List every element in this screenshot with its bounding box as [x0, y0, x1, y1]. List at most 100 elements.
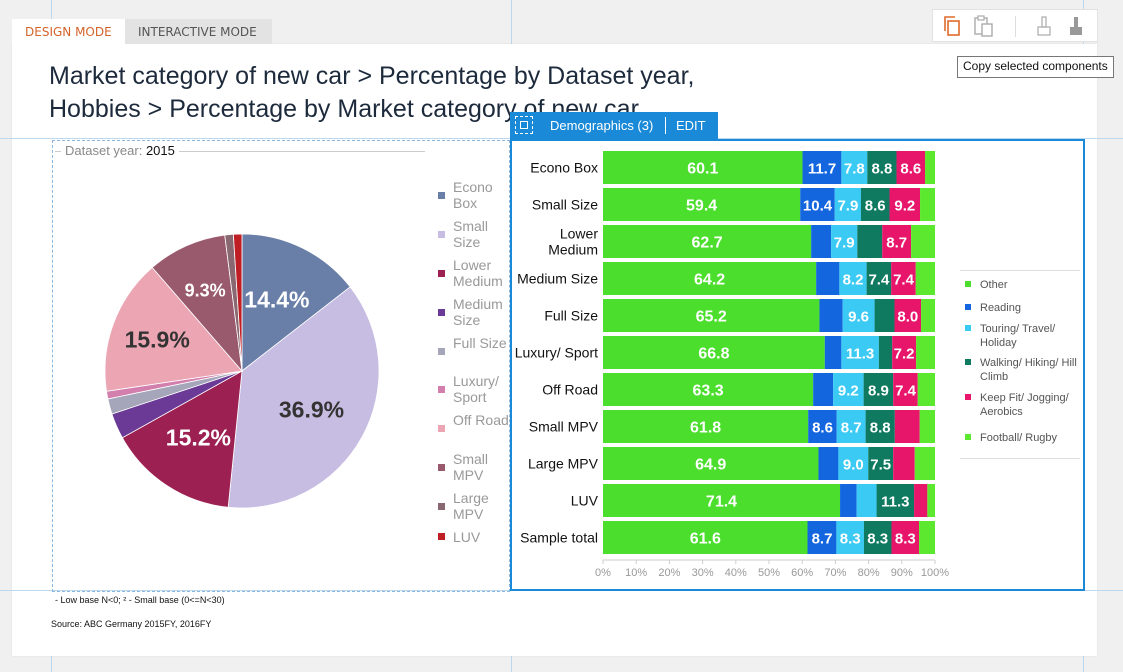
- legend-label: Walking/ Hiking/ Hill Climb: [980, 357, 1077, 383]
- bar-category-label: Econo Box: [530, 160, 598, 176]
- filter-divider: [55, 151, 425, 152]
- legend-label: Other: [980, 279, 1008, 291]
- x-tick-label: 100%: [921, 567, 949, 579]
- pie-slice-small-size: [227, 286, 380, 509]
- bar-data-label: 8.0: [897, 309, 918, 326]
- bar-category-label: Off Road: [542, 382, 598, 398]
- legend-label: Lower Medium: [453, 257, 503, 289]
- select-icon[interactable]: [515, 116, 533, 134]
- bar-segment-touring-travel-holiday: [836, 521, 864, 554]
- bar-legend: Other Reading Touring/ Travel/ Holiday Walk…: [960, 270, 1080, 459]
- bar-data-label: 7.5: [870, 457, 891, 474]
- bar-segment-walking-hiking-hill-climb: [874, 299, 895, 332]
- bar-segment-football-rugby: [919, 410, 935, 443]
- format-painter-icon[interactable]: [1032, 14, 1056, 38]
- bar-segment-touring-travel-holiday: [841, 336, 879, 369]
- legend-label: Small Size: [453, 218, 489, 250]
- bar-category-label: Small MPV: [529, 419, 599, 435]
- bar-segment-other: [603, 373, 814, 406]
- bar-data-label: 9.0: [843, 457, 864, 474]
- bar-segment-touring-travel-holiday: [831, 225, 858, 258]
- bar-data-label: 61.8: [690, 420, 721, 437]
- footnote: - Low base N<0; ² - Small base (0<=N<30): [55, 595, 225, 605]
- bar-data-label: 8.3: [840, 531, 861, 548]
- legend-label: Large MPV: [453, 490, 489, 522]
- bar-segment-touring-travel-holiday: [856, 484, 877, 517]
- page-title: Market category of new car > Percentage …: [49, 60, 769, 126]
- bar-segment-touring-travel-holiday: [839, 262, 867, 295]
- bar-segment-other: [603, 225, 812, 258]
- bar-segment-reading: [808, 410, 837, 443]
- bar-category-label: Full Size: [544, 308, 598, 324]
- title-line-1: Market category of new car > Percentage …: [49, 62, 695, 90]
- x-tick-label: 30%: [692, 567, 714, 579]
- bar-segment-keep-fit-jogging-aerobics: [891, 262, 916, 295]
- bar-segment-reading: [824, 336, 842, 369]
- bar-segment-walking-hiking-hill-climb: [865, 410, 895, 443]
- bar-data-label: 9.6: [848, 309, 869, 326]
- bar-data-label: 7.2: [894, 346, 915, 363]
- bar-data-label: 11.3: [846, 346, 874, 363]
- legend-swatch: [438, 386, 445, 393]
- pie-slice-econo-box: [241, 233, 351, 372]
- bar-category-label: LUV: [571, 493, 599, 509]
- selected-component-frame[interactable]: [510, 139, 1085, 591]
- bar-segment-walking-hiking-hill-climb: [866, 262, 892, 295]
- tab-design-mode[interactable]: DESIGN MODE: [12, 19, 125, 44]
- bar-segment-football-rugby: [914, 447, 935, 480]
- filter-label: Dataset year:: [65, 143, 143, 158]
- x-tick-label: 70%: [824, 567, 846, 579]
- legend-label: Off Road: [453, 412, 509, 428]
- toolbar: [932, 9, 1098, 42]
- bar-segment-football-rugby: [917, 373, 935, 406]
- toolbar-separator: [1015, 16, 1016, 37]
- x-tick-label: 10%: [625, 567, 647, 579]
- legend-swatch: [438, 270, 445, 277]
- bar-data-label: 65.2: [696, 309, 727, 326]
- bar-segment-keep-fit-jogging-aerobics: [892, 336, 917, 369]
- copy-icon[interactable]: [940, 14, 964, 38]
- bar-data-label: 61.6: [690, 531, 721, 548]
- bar-segment-football-rugby: [911, 225, 935, 258]
- bar-segment-walking-hiking-hill-climb: [857, 225, 883, 258]
- legend-label: Football/ Rugby: [980, 432, 1058, 444]
- bar-data-label: 11.3: [881, 494, 909, 511]
- bar-data-label: 8.7: [886, 235, 907, 252]
- legend-swatch: [965, 325, 971, 331]
- legend-label: Touring/ Travel/ Holiday: [980, 323, 1056, 349]
- bar-segment-keep-fit-jogging-aerobics: [889, 188, 921, 221]
- x-tick-label: 20%: [658, 567, 680, 579]
- bar-data-label: 60.1: [687, 161, 718, 178]
- legend-swatch: [965, 304, 971, 310]
- paste-icon[interactable]: [972, 14, 996, 38]
- bar-segment-walking-hiking-hill-climb: [868, 447, 894, 480]
- bar-segment-walking-hiking-hill-climb: [860, 188, 890, 221]
- brush-icon[interactable]: [1064, 14, 1088, 38]
- bar-data-label: 71.4: [706, 494, 737, 511]
- bar-category-label: Sample total: [520, 530, 598, 546]
- x-tick-label: 80%: [858, 567, 880, 579]
- pie-data-label: 9.3%: [185, 281, 226, 301]
- bar-segment-reading: [816, 262, 840, 295]
- legend-swatch: [438, 231, 445, 238]
- bar-segment-keep-fit-jogging-aerobics: [893, 447, 915, 480]
- x-tick-label: 40%: [725, 567, 747, 579]
- bar-data-label: 9.2: [894, 198, 915, 215]
- edit-button[interactable]: EDIT: [676, 118, 706, 133]
- bar-segment-keep-fit-jogging-aerobics: [896, 151, 926, 184]
- bar-segment-reading: [818, 447, 839, 480]
- bar-segment-reading: [811, 225, 832, 258]
- bar-category-label: Lower Medium: [548, 226, 598, 258]
- bar-segment-keep-fit-jogging-aerobics: [893, 373, 918, 406]
- legend-swatch: [438, 348, 445, 355]
- legend-swatch: [438, 533, 445, 540]
- pie-component-frame[interactable]: [52, 140, 510, 592]
- dataset-year-filter[interactable]: Dataset year: 2015: [61, 143, 179, 158]
- bar-segment-walking-hiking-hill-climb: [863, 521, 892, 554]
- legend-swatch: [965, 434, 971, 440]
- legend-label: Keep Fit/ Jogging/ Aerobics: [980, 392, 1069, 418]
- legend-label: Luxury/ Sport: [453, 373, 499, 405]
- legend-swatch: [438, 464, 445, 471]
- tab-interactive-mode[interactable]: INTERACTIVE MODE: [125, 19, 272, 44]
